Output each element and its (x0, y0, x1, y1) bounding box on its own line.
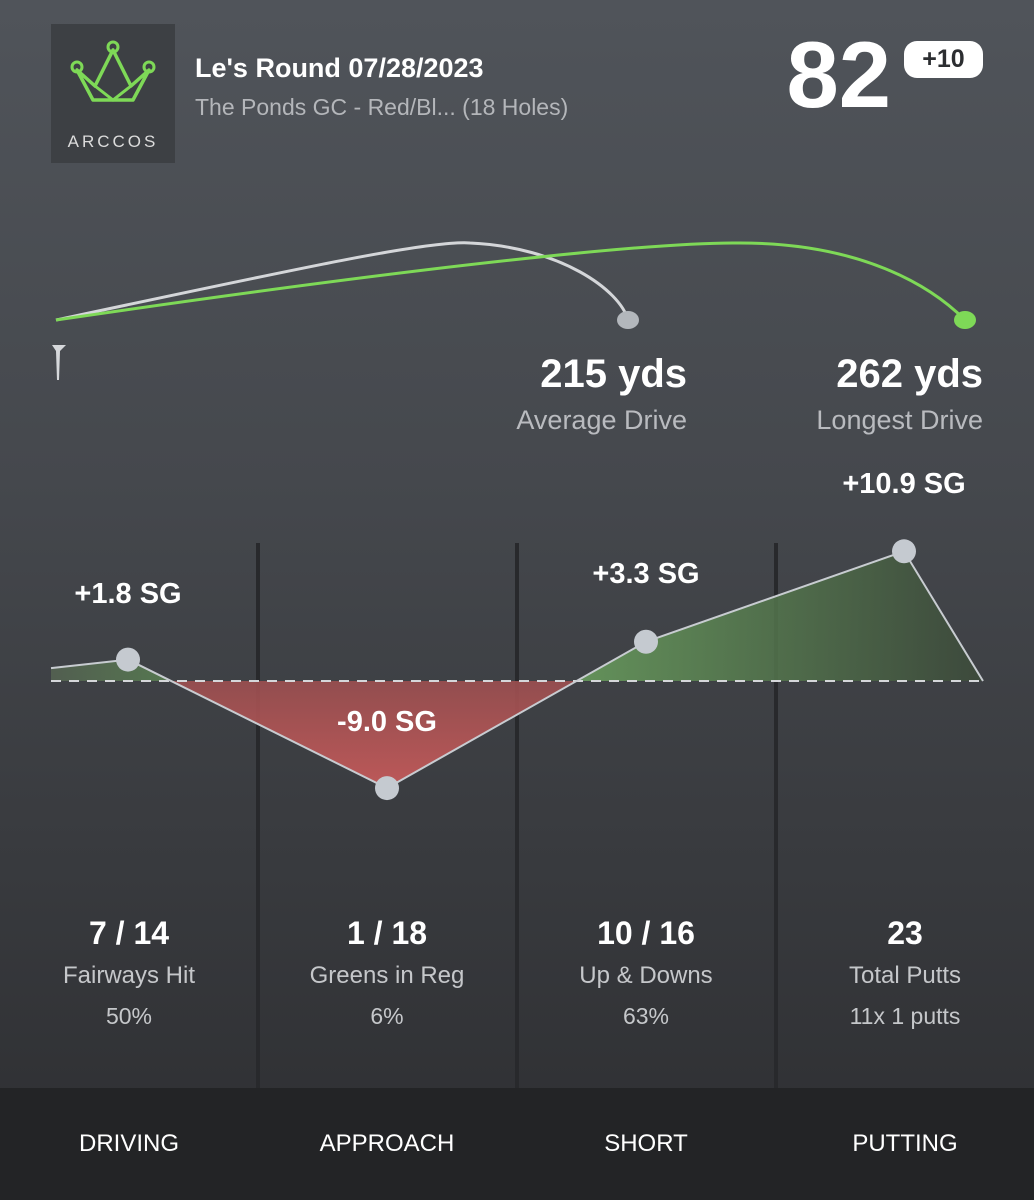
sg-point-driving (116, 647, 140, 672)
tee-icon (52, 345, 66, 380)
greens-in-reg-value: 1 / 18 (346, 915, 428, 951)
longest-drive-ball (954, 311, 976, 329)
up-downs-label: Up & Downs (579, 962, 713, 989)
fairways-hit-value: 7 / 14 (88, 915, 170, 951)
round-score: 82 (786, 22, 891, 127)
logo-text: ARCCOS (67, 132, 159, 151)
fairways-hit-label: Fairways Hit (62, 962, 195, 989)
sg-point-putting (892, 539, 916, 564)
stat-approach: 1 / 18 Greens in Reg 6% (258, 915, 516, 1030)
up-downs-value: 10 / 16 (597, 915, 695, 951)
sg-label-approach: -9.0 SG (337, 706, 437, 739)
fairways-hit-percent: 50% (105, 1003, 153, 1029)
longest-drive-label: Longest Drive (816, 405, 983, 435)
sg-label-short: +3.3 SG (592, 557, 700, 590)
sg-positive-area (576, 551, 983, 681)
total-putts-label: Total Putts (848, 962, 962, 989)
column-divider (515, 543, 519, 1088)
average-drive-arc (55, 241, 630, 322)
column-divider (256, 543, 260, 1088)
up-downs-percent: 63% (622, 1003, 670, 1029)
stat-putting: 23 Total Putts 11x 1 putts (776, 915, 1034, 1030)
stat-short: 10 / 16 Up & Downs 63% (517, 915, 775, 1030)
course-name: The Ponds GC - Red/Bl... (18 Holes) (195, 94, 569, 120)
tab-short[interactable]: SHORT (604, 1130, 688, 1157)
tab-approach[interactable]: APPROACH (319, 1130, 455, 1157)
sg-line (50, 550, 984, 790)
stat-driving: 7 / 14 Fairways Hit 50% (0, 915, 258, 1030)
category-tab-bar: DRIVING APPROACH SHORT PUTTING (0, 1088, 1034, 1200)
longest-drive-value: 262 yds (836, 352, 983, 396)
tab-putting[interactable]: PUTTING (852, 1130, 958, 1157)
greens-in-reg-percent: 6% (370, 1003, 404, 1029)
sg-label-driving: +1.8 SG (74, 577, 182, 610)
average-drive-label: Average Drive (516, 405, 687, 435)
tab-driving[interactable]: DRIVING (78, 1130, 179, 1157)
drive-trajectory-graphic (52, 241, 976, 380)
average-drive-ball (617, 311, 639, 329)
crown-icon (70, 40, 156, 102)
round-title: Le's Round 07/28/2023 (195, 53, 484, 83)
average-drive: 215 yds Average Drive (516, 352, 687, 436)
sg-positive-area (51, 659, 172, 681)
sg-point-short (634, 629, 658, 654)
column-divider (774, 543, 778, 1088)
average-drive-value: 215 yds (540, 352, 687, 396)
longest-drive: 262 yds Longest Drive (816, 352, 983, 436)
one-putts-count: 11x 1 putts (849, 1003, 961, 1029)
total-putts-value: 23 (887, 915, 923, 951)
sg-point-approach (375, 776, 399, 801)
sg-label-putting: +10.9 SG (842, 468, 966, 501)
sg-negative-area (171, 681, 577, 789)
over-par-badge: +10 (904, 41, 983, 78)
strokes-gained-chart (50, 539, 984, 801)
arccos-logo: ARCCOS (51, 24, 175, 163)
longest-drive-arc (55, 241, 967, 322)
greens-in-reg-label: Greens in Reg (309, 962, 465, 989)
